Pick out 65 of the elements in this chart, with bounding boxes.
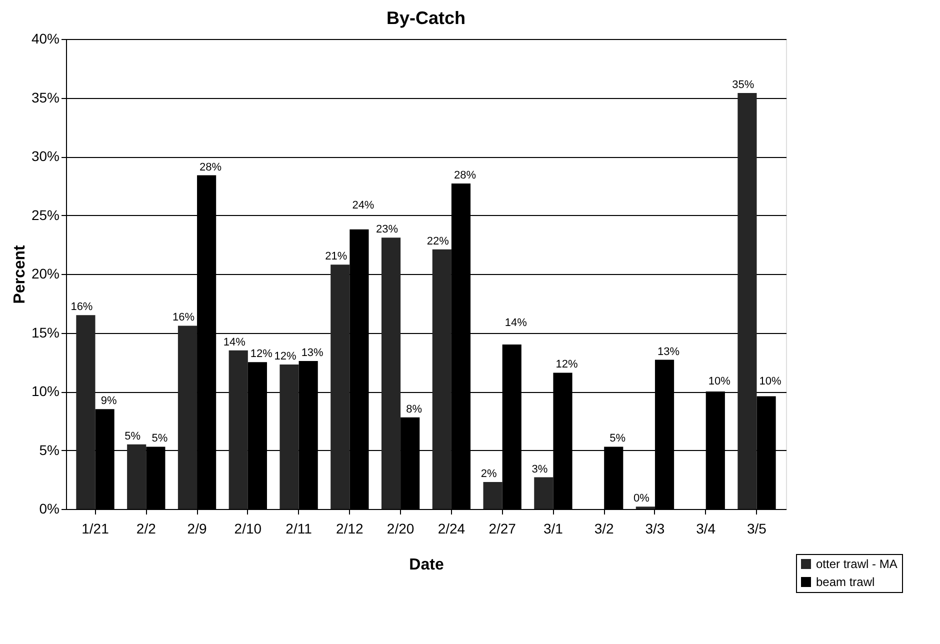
legend-label: otter trawl - MA bbox=[816, 557, 898, 571]
data-label: 21% bbox=[325, 250, 348, 263]
x-tick-label: 3/2 bbox=[594, 520, 614, 536]
data-label: 16% bbox=[70, 301, 93, 314]
y-axis-title: Percent bbox=[11, 244, 28, 304]
bar bbox=[432, 249, 452, 509]
x-tick-label: 2/12 bbox=[336, 520, 364, 536]
y-tick-label: 25% bbox=[31, 206, 60, 223]
bar bbox=[381, 238, 401, 509]
bar bbox=[534, 477, 554, 509]
x-tick-label: 1/21 bbox=[82, 520, 110, 536]
data-label: 13% bbox=[301, 346, 324, 359]
x-tick-label: 2/24 bbox=[438, 520, 466, 536]
y-tick-label: 20% bbox=[31, 266, 60, 282]
x-tick-label: 2/10 bbox=[234, 520, 262, 536]
x-tick-label: 3/3 bbox=[645, 520, 665, 536]
data-label: 16% bbox=[172, 312, 195, 324]
x-axis-title: Date bbox=[409, 556, 444, 574]
y-tick-label: 35% bbox=[31, 89, 60, 106]
data-label: 14% bbox=[223, 336, 246, 348]
chart-title: By-Catch bbox=[386, 8, 466, 28]
data-label: 14% bbox=[504, 316, 528, 329]
data-label: 9% bbox=[100, 395, 117, 408]
data-label: 2% bbox=[480, 468, 497, 480]
bar bbox=[330, 264, 350, 509]
legend-label: beam trawl bbox=[816, 575, 875, 589]
data-label: 12% bbox=[274, 350, 296, 362]
data-label: 13% bbox=[658, 346, 680, 358]
bar bbox=[228, 350, 248, 509]
data-label: 22% bbox=[426, 235, 450, 248]
x-tick-label: 3/5 bbox=[747, 520, 767, 536]
data-label: 8% bbox=[406, 403, 422, 416]
y-tick-label: 40% bbox=[31, 30, 60, 46]
x-tick-label: 2/2 bbox=[136, 520, 156, 536]
data-label: 5% bbox=[124, 430, 141, 442]
y-tick-label: 5% bbox=[39, 442, 60, 458]
x-tick-label: 2/27 bbox=[488, 520, 516, 536]
data-label: 24% bbox=[352, 199, 374, 212]
x-tick-label: 2/11 bbox=[286, 520, 312, 536]
bar bbox=[127, 444, 146, 509]
data-label: 3% bbox=[532, 463, 548, 476]
data-label: 12% bbox=[250, 348, 273, 360]
bar bbox=[738, 93, 757, 509]
data-label: 12% bbox=[556, 358, 578, 371]
x-tick-label: 2/20 bbox=[386, 520, 414, 536]
bar bbox=[178, 326, 198, 509]
y-tick-label: 0% bbox=[39, 500, 60, 516]
x-tick-label: 3/1 bbox=[543, 520, 564, 536]
data-label: 5% bbox=[610, 432, 626, 445]
data-label: 10% bbox=[708, 376, 731, 388]
data-label: 28% bbox=[200, 161, 222, 174]
data-label: 35% bbox=[732, 79, 754, 92]
bar bbox=[76, 315, 96, 509]
data-label: 23% bbox=[376, 224, 398, 236]
data-label: 28% bbox=[454, 170, 476, 182]
bar bbox=[280, 364, 299, 509]
x-tick-label: 2/9 bbox=[187, 520, 207, 536]
bar bbox=[483, 482, 502, 509]
y-tick-label: 30% bbox=[31, 148, 60, 164]
y-tick-label: 15% bbox=[31, 324, 60, 340]
y-tick-label: 10% bbox=[31, 383, 60, 399]
data-label: 10% bbox=[759, 376, 782, 388]
x-tick-label: 3/4 bbox=[696, 520, 716, 536]
data-label: 0% bbox=[633, 492, 650, 505]
data-label: 5% bbox=[152, 432, 168, 445]
